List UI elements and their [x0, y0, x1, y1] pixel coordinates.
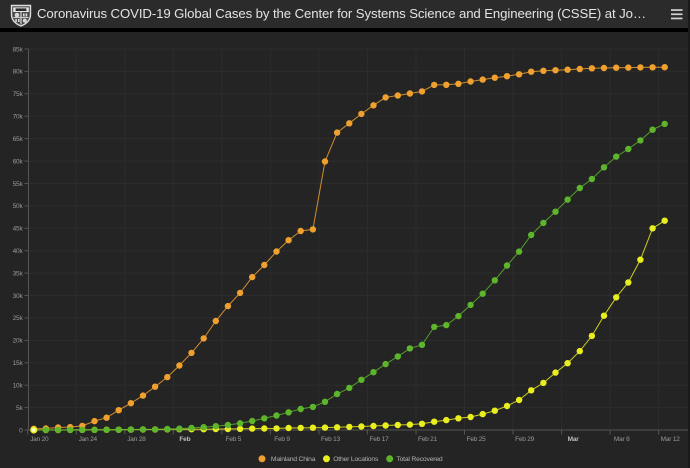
svg-text:Feb 25: Feb 25 [467, 436, 487, 443]
svg-text:75k: 75k [13, 91, 24, 98]
svg-text:Other Locations: Other Locations [333, 456, 379, 463]
svg-text:Mainland China: Mainland China [271, 456, 316, 463]
svg-text:Feb 17: Feb 17 [369, 436, 389, 443]
svg-text:0: 0 [19, 427, 23, 434]
svg-text:Mar: Mar [568, 436, 580, 443]
svg-text:70k: 70k [13, 114, 24, 121]
svg-text:30k: 30k [13, 293, 24, 300]
svg-text:85k: 85k [13, 46, 24, 53]
svg-text:Jan 24: Jan 24 [79, 436, 98, 443]
svg-text:25k: 25k [13, 315, 24, 322]
svg-text:60k: 60k [13, 158, 24, 165]
svg-text:5k: 5k [16, 405, 23, 412]
svg-text:65k: 65k [13, 136, 24, 143]
svg-text:Feb 21: Feb 21 [418, 436, 438, 443]
svg-text:55k: 55k [13, 181, 24, 188]
svg-text:15k: 15k [13, 360, 24, 367]
svg-text:Jan 20: Jan 20 [30, 436, 49, 443]
svg-text:Total Recovered: Total Recovered [396, 456, 443, 463]
svg-text:Feb: Feb [179, 436, 190, 443]
svg-text:40k: 40k [13, 248, 24, 255]
svg-text:Feb 9: Feb 9 [274, 436, 290, 443]
svg-text:Mar 12: Mar 12 [661, 436, 681, 443]
svg-text:20k: 20k [13, 338, 24, 345]
svg-text:Feb 13: Feb 13 [321, 436, 341, 443]
svg-text:80k: 80k [13, 69, 24, 76]
svg-text:Feb 5: Feb 5 [226, 436, 242, 443]
svg-text:Mar 8: Mar 8 [614, 436, 630, 443]
svg-text:Jan 28: Jan 28 [127, 436, 146, 443]
svg-text:45k: 45k [13, 226, 24, 233]
svg-text:35k: 35k [13, 270, 24, 277]
svg-text:Feb 29: Feb 29 [515, 436, 535, 443]
svg-text:10k: 10k [13, 383, 24, 390]
svg-text:50k: 50k [13, 203, 24, 210]
